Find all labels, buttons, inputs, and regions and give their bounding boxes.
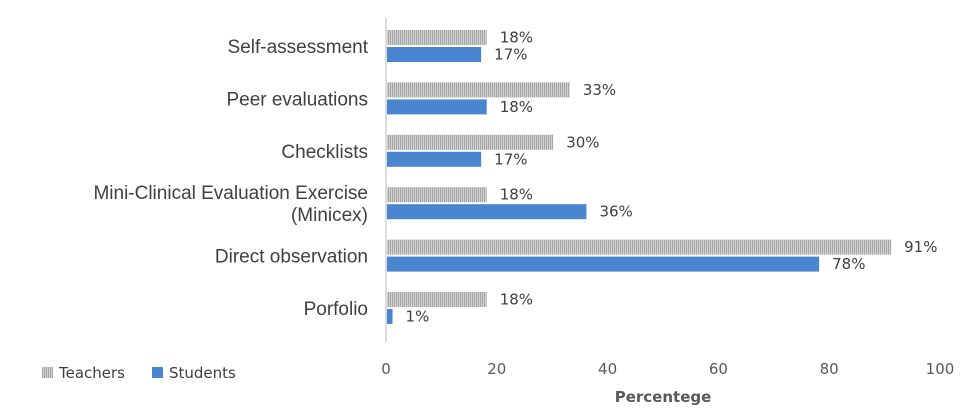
data-label-teachers-2: 30% bbox=[566, 133, 599, 151]
data-label-teachers-1: 33% bbox=[583, 81, 616, 99]
bar-students-3 bbox=[387, 204, 587, 220]
category-label-3-line-1: (Minicex) bbox=[291, 205, 368, 226]
x-tick-label-0: 0 bbox=[381, 360, 391, 378]
x-tick-label-40: 40 bbox=[598, 360, 617, 378]
bar-students-5 bbox=[387, 309, 393, 324]
category-label-1: Peer evaluations bbox=[226, 89, 368, 110]
x-axis-ticks: 0 20 40 60 80 100 bbox=[381, 360, 954, 378]
bar-students-2 bbox=[387, 151, 482, 167]
data-label-students-4: 78% bbox=[832, 255, 865, 273]
legend-swatch-teachers bbox=[42, 367, 53, 378]
category-label-0: Self-assessment bbox=[228, 37, 369, 58]
data-label-teachers-0: 18% bbox=[500, 29, 533, 47]
bar-students-1 bbox=[387, 99, 487, 115]
data-label-teachers-5: 18% bbox=[500, 291, 533, 309]
x-axis-title: Percentege bbox=[615, 388, 712, 406]
data-label-students-2: 17% bbox=[494, 150, 527, 168]
bars-layer bbox=[387, 30, 892, 324]
bar-teachers-3 bbox=[387, 187, 487, 203]
bar-teachers-5 bbox=[387, 292, 487, 307]
bar-students-4 bbox=[387, 256, 820, 272]
data-label-students-0: 17% bbox=[494, 46, 527, 64]
category-label-2: Checklists bbox=[281, 142, 368, 163]
data-label-teachers-3: 18% bbox=[500, 186, 533, 204]
bar-teachers-0 bbox=[387, 30, 487, 45]
category-label-5: Porfolio bbox=[304, 299, 368, 320]
data-label-students-3: 36% bbox=[599, 203, 632, 221]
x-tick-label-80: 80 bbox=[820, 360, 839, 378]
bar-students-0 bbox=[387, 47, 482, 62]
category-label-4: Direct observation bbox=[215, 247, 368, 268]
legend-swatch-students bbox=[152, 367, 163, 378]
bar-teachers-1 bbox=[387, 82, 570, 98]
data-label-students-5: 1% bbox=[406, 308, 430, 326]
legend: Teachers Students bbox=[42, 364, 236, 382]
data-label-students-1: 18% bbox=[500, 98, 533, 116]
bar-teachers-2 bbox=[387, 134, 554, 150]
category-label-3-line-0: Mini-Clinical Evaluation Exercise bbox=[93, 183, 368, 204]
x-tick-label-20: 20 bbox=[487, 360, 506, 378]
legend-label-students: Students bbox=[169, 364, 236, 382]
x-tick-label-100: 100 bbox=[926, 360, 955, 378]
legend-label-teachers: Teachers bbox=[58, 364, 125, 382]
data-label-teachers-4: 91% bbox=[904, 238, 937, 256]
bar-teachers-4 bbox=[387, 239, 892, 255]
x-tick-label-60: 60 bbox=[709, 360, 728, 378]
